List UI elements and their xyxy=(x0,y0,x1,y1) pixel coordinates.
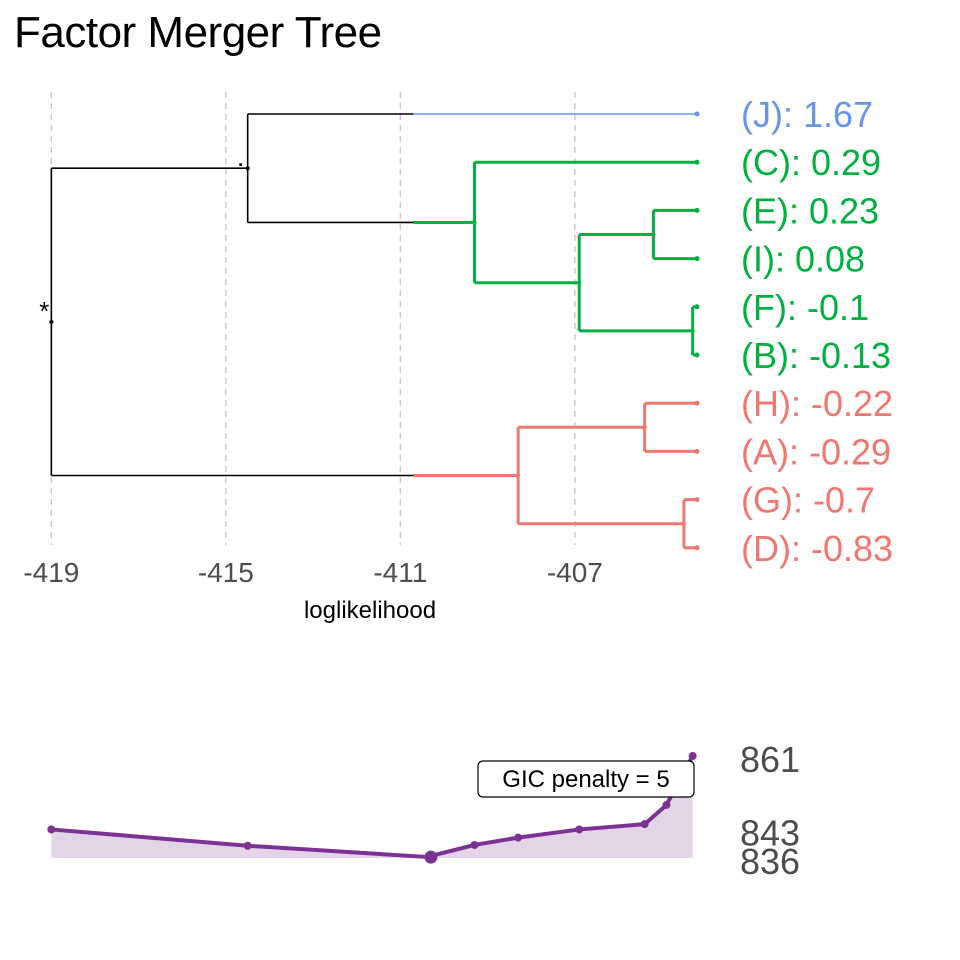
gic-point xyxy=(243,841,252,850)
merge-annotation: . xyxy=(237,142,244,172)
gic-min-point xyxy=(424,850,438,864)
tree-x-tick-labels: -419 -415 -411 -407 xyxy=(23,557,603,588)
leaf-label: (E): 0.23 xyxy=(741,190,879,231)
gic-annotation-text: GIC penalty = 5 xyxy=(502,766,669,793)
tree-gridlines xyxy=(50,92,576,545)
tree-x-axis-label: loglikelihood xyxy=(304,597,436,624)
leaf-label: (D): -0.83 xyxy=(741,528,893,569)
gic-point xyxy=(575,825,584,834)
leaf-point xyxy=(694,207,700,213)
x-tick-label: -415 xyxy=(198,557,254,588)
gic-y-label: 843 xyxy=(740,812,800,853)
leaf-point xyxy=(694,448,700,454)
gic-point xyxy=(47,825,56,834)
leaf-point xyxy=(694,159,700,165)
leaf-point xyxy=(694,400,700,406)
leaf-point xyxy=(694,304,700,310)
tree-leaf-labels: (J): 1.67 (C): 0.29 (E): 0.23 (I): 0.08 (F):… xyxy=(694,94,893,569)
leaf-label: (B): -0.13 xyxy=(741,335,891,376)
leaf-point xyxy=(694,111,700,117)
x-tick-label: -419 xyxy=(23,557,79,588)
leaf-point xyxy=(694,256,700,262)
gic-point xyxy=(514,833,523,842)
merge-annotation: * xyxy=(39,296,49,326)
gic-annotation-box xyxy=(477,760,695,798)
gic-point xyxy=(640,820,649,829)
gic-point xyxy=(470,840,479,849)
leaf-label: (A): -0.29 xyxy=(741,431,891,472)
leaf-point xyxy=(694,545,700,551)
x-tick-label: -411 xyxy=(373,557,427,588)
gic-y-label: 861 xyxy=(740,739,800,780)
gic-y-label: 836 xyxy=(740,841,800,882)
page-title: Factor Merger Tree xyxy=(14,8,382,57)
leaf-point xyxy=(694,497,700,503)
merge-point xyxy=(49,319,54,324)
leaf-point xyxy=(694,352,700,358)
x-tick-label: -407 xyxy=(547,557,603,588)
leaf-label: (J): 1.67 xyxy=(741,94,873,135)
gic-point xyxy=(662,800,671,809)
leaf-label: (I): 0.08 xyxy=(741,239,865,280)
leaf-label: (C): 0.29 xyxy=(741,142,881,183)
leaf-label: (H): -0.22 xyxy=(741,383,893,424)
gic-point xyxy=(688,752,697,760)
tree-branches: .* xyxy=(39,113,697,550)
gic-area xyxy=(51,756,693,858)
leaf-label: (F): -0.1 xyxy=(741,287,869,328)
leaf-label: (G): -0.7 xyxy=(741,480,875,521)
